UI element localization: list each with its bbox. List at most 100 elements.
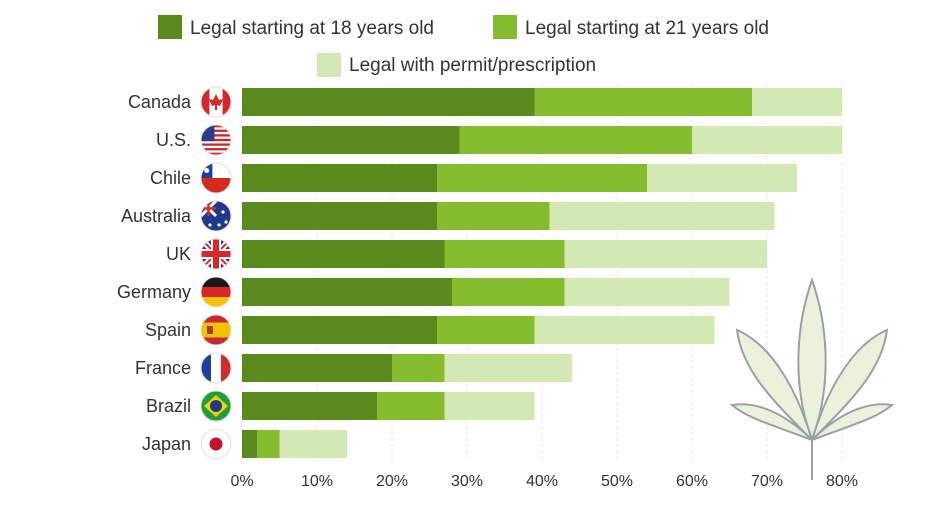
- flag-part: [201, 125, 231, 128]
- flags: [200, 86, 232, 460]
- category-label: Australia: [121, 206, 192, 226]
- flag-star: [224, 220, 228, 224]
- category-label: France: [135, 358, 191, 378]
- flag-star: [204, 168, 210, 173]
- legend-swatch: [493, 15, 517, 39]
- category-label: Chile: [150, 168, 191, 188]
- bars: [242, 88, 842, 458]
- category-label: Japan: [142, 434, 191, 454]
- maple-leaf: [209, 94, 223, 110]
- bar-segment: [549, 202, 775, 230]
- bar-segment: [242, 392, 377, 420]
- leaf-icon: [729, 276, 895, 480]
- x-tick-label: 20%: [376, 473, 408, 490]
- flag-border: [200, 200, 232, 232]
- bar-segment: [459, 126, 692, 154]
- flag-border: [200, 352, 232, 384]
- flag-part: [207, 326, 213, 334]
- bar-segment: [242, 278, 452, 306]
- flag-part: [201, 87, 210, 117]
- flag-part: [201, 129, 231, 132]
- bar-segment: [242, 126, 460, 154]
- category-label: U.S.: [156, 130, 191, 150]
- x-tick-label: 70%: [751, 473, 783, 490]
- spain-flag-icon: [201, 315, 231, 345]
- flag-border: [200, 162, 232, 194]
- flag-border: [200, 314, 232, 346]
- leaf-blade: [735, 328, 813, 441]
- bar-segment: [242, 354, 392, 382]
- bar-segment: [692, 126, 842, 154]
- x-axis-ticks: 0% 10% 20% 30% 40% 50% 60% 70% 80%: [230, 473, 858, 490]
- x-tick-label: 80%: [826, 473, 858, 490]
- bar-segment: [279, 430, 347, 458]
- bar-segment: [242, 430, 257, 458]
- category-label: Spain: [145, 320, 191, 340]
- flag-border: [200, 390, 232, 422]
- leaf-blade: [797, 276, 827, 443]
- legend-item: Legal starting at 21 years old: [493, 15, 769, 39]
- us-flag-icon: [201, 125, 231, 155]
- bar-segment: [437, 316, 535, 344]
- flag-border: [200, 238, 232, 270]
- bar-segment: [242, 240, 445, 268]
- flag-border: [200, 276, 232, 308]
- bar-segment: [752, 88, 842, 116]
- bar-segment: [444, 392, 535, 420]
- x-tick-label: 40%: [526, 473, 558, 490]
- flag-sun: [209, 437, 223, 451]
- legend-swatch: [158, 15, 182, 39]
- bar-segment: [444, 354, 572, 382]
- germany-flag-icon: [201, 277, 231, 307]
- x-tick-label: 30%: [451, 473, 483, 490]
- x-tick-label: 50%: [601, 473, 633, 490]
- bar-segment: [392, 354, 445, 382]
- flag-part: [201, 148, 231, 151]
- flag-globe: [210, 400, 222, 412]
- japan-flag-icon: [201, 429, 231, 459]
- flag-border: [200, 124, 232, 156]
- flag-part: [201, 353, 211, 383]
- flag-star: [221, 210, 225, 214]
- legend: Legal starting at 18 years old Legal star…: [158, 15, 769, 77]
- flag-part: [201, 251, 231, 257]
- flag-part: [201, 287, 231, 297]
- bar-segment: [437, 202, 550, 230]
- bar-segment: [242, 316, 437, 344]
- bar-segment: [437, 164, 647, 192]
- leaf-blade: [811, 328, 889, 441]
- x-tick-label: 0%: [230, 473, 253, 490]
- bar-segment: [257, 430, 280, 458]
- category-label: Brazil: [146, 396, 191, 416]
- bar-segment: [534, 88, 752, 116]
- bar-segment: [564, 240, 767, 268]
- cannabis-leaf-decoration: [729, 276, 895, 480]
- legend-label: Legal starting at 21 years old: [525, 18, 769, 39]
- x-tick-label: 10%: [301, 473, 333, 490]
- category-label: Canada: [128, 92, 192, 112]
- flag-part: [201, 322, 231, 338]
- bar-segment: [444, 240, 565, 268]
- flag-star: [208, 223, 212, 227]
- flag-part: [222, 87, 231, 117]
- flag-part: [201, 277, 231, 287]
- category-label: UK: [166, 244, 191, 264]
- legend-item: Legal starting at 18 years old: [158, 15, 434, 39]
- flag-part: [221, 353, 231, 383]
- category-labels: Canada U.S. Chile Australia UK Germany Spain Fr…: [117, 92, 192, 454]
- x-tick-label: 60%: [676, 473, 708, 490]
- chile-flag-icon: [201, 163, 231, 193]
- legend-label: Legal with permit/prescription: [349, 55, 596, 76]
- flag-part: [201, 138, 231, 142]
- leaf-blade: [729, 403, 813, 441]
- bar-segment: [452, 278, 565, 306]
- bar-segment: [564, 278, 730, 306]
- legend-label: Legal starting at 18 years old: [190, 18, 434, 39]
- flag-part: [211, 353, 221, 383]
- category-label: Germany: [117, 282, 191, 302]
- flag-part: [201, 143, 231, 146]
- flag-border: [200, 86, 232, 118]
- bar-segment: [647, 164, 797, 192]
- uk-flag-icon: [201, 239, 231, 269]
